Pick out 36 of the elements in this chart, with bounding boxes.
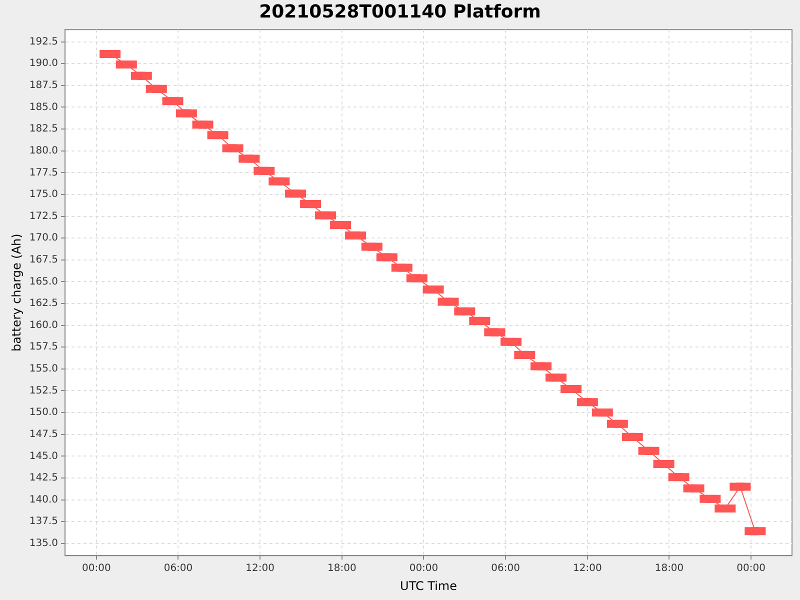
y-tick-label: 135.0 [29, 538, 58, 549]
chart-title: 20210528T001140 Platform [259, 1, 541, 22]
y-tick-label: 185.0 [29, 102, 58, 113]
y-tick-label: 160.0 [29, 320, 58, 331]
y-tick-label: 177.5 [29, 167, 58, 178]
y-tick-label: 147.5 [29, 428, 58, 440]
y-tick-label: 145.0 [29, 450, 58, 462]
y-tick-label: 155.0 [29, 364, 58, 375]
x-tick-label: 12:00 [246, 563, 274, 574]
x-tick-label: 18:00 [654, 563, 684, 574]
y-tick-label: 187.5 [29, 80, 58, 92]
y-tick-label: 180.0 [29, 145, 58, 156]
y-tick-label: 192.5 [29, 36, 58, 48]
y-tick-label: 170.0 [29, 232, 58, 244]
y-tick-label: 137.5 [29, 516, 58, 528]
y-tick-label: 172.5 [29, 210, 58, 222]
y-tick-label: 175.0 [29, 189, 58, 200]
x-tick-label: 12:00 [572, 563, 602, 574]
y-tick-label: 182.5 [29, 124, 58, 135]
x-tick-label: 00:00 [82, 563, 111, 574]
y-tick-label: 152.5 [29, 385, 58, 396]
x-tick-label: 18:00 [327, 563, 356, 574]
y-tick-label: 165.0 [29, 276, 58, 288]
x-tick-label: 06:00 [491, 563, 520, 574]
x-axis-title: UTC Time [400, 578, 458, 593]
y-tick-label: 150.0 [29, 407, 58, 418]
y-tick-label: 157.5 [29, 342, 58, 353]
x-tick-label: 06:00 [164, 563, 193, 574]
y-tick-label: 162.5 [29, 298, 58, 310]
y-tick-label: 167.5 [29, 254, 58, 266]
x-tick-label: 00:00 [736, 563, 766, 574]
y-tick-label: 190.0 [29, 58, 58, 70]
x-tick-label: 00:00 [409, 563, 438, 574]
y-tick-label: 142.5 [29, 472, 58, 484]
y-axis-title: battery charge (Ah) [9, 234, 24, 352]
y-tick-label: 140.0 [29, 494, 58, 506]
